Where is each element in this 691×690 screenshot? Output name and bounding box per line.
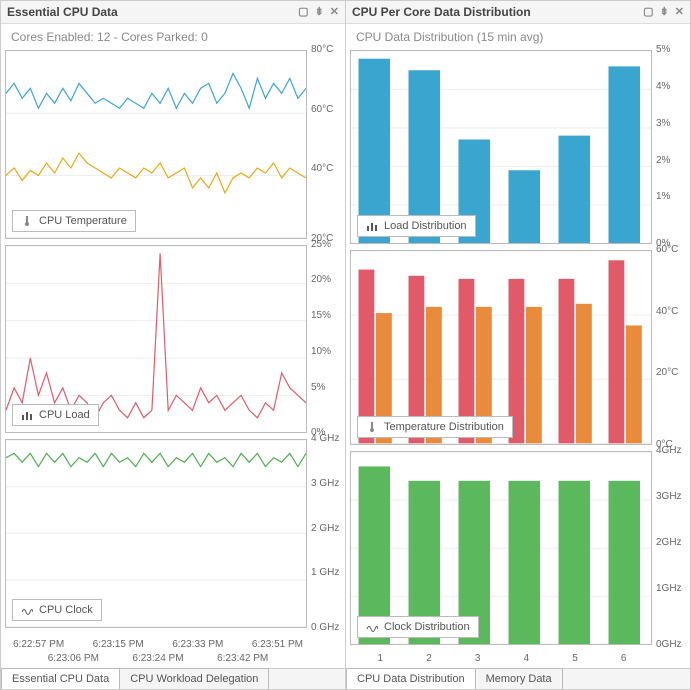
x-tick: 6: [599, 653, 648, 664]
x-tick: 4: [502, 653, 551, 664]
clock-legend-label: CPU Clock: [39, 604, 93, 616]
temp-yaxis: 80°C60°C40°C20°C: [307, 50, 341, 239]
maximize-icon[interactable]: ▢: [643, 7, 653, 18]
right-charts: Load Distribution 5%4%3%2%1%0% Temperatu…: [346, 46, 690, 668]
y-tick: 2 GHz: [311, 524, 341, 534]
bars-icon: [366, 220, 378, 232]
panel-header-left: Essential CPU Data ▢ ⇟ ✕: [1, 1, 345, 24]
close-icon[interactable]: ✕: [675, 7, 684, 18]
load-dist-legend-label: Load Distribution: [384, 220, 467, 232]
temp-dist-yaxis: 60°C40°C20°C0°C: [652, 250, 686, 444]
load-chart: CPU Load: [5, 245, 307, 434]
y-tick: 20%: [311, 275, 341, 285]
temp-chart: CPU Temperature: [5, 50, 307, 239]
y-tick: 0 GHz: [311, 623, 341, 633]
clock-yaxis: 4 GHz3 GHz2 GHz1 GHz0 GHz: [307, 439, 341, 628]
thermometer-icon: [21, 215, 33, 227]
temp-dist-legend: Temperature Distribution: [357, 416, 513, 438]
y-tick: 2%: [656, 156, 686, 166]
x-tick: 6:22:57 PM: [13, 638, 64, 652]
maximize-icon[interactable]: ▢: [298, 7, 308, 18]
y-tick: 80°C: [311, 45, 341, 55]
y-tick: 4%: [656, 82, 686, 92]
y-tick: 1 GHz: [311, 568, 341, 578]
clock-dist-yaxis: 4GHz3GHz2GHz1GHz0GHz: [652, 451, 686, 645]
y-tick: 3GHz: [656, 492, 686, 502]
panel-header-right: CPU Per Core Data Distribution ▢ ⇟ ✕: [346, 1, 690, 24]
temp-dist-row: Temperature Distribution 60°C40°C20°C0°C: [350, 250, 686, 444]
close-icon[interactable]: ✕: [330, 7, 339, 18]
load-yaxis: 25%20%15%10%5%0%: [307, 245, 341, 434]
temp-dist-chart: Temperature Distribution: [350, 250, 652, 444]
left-xaxis: 6:22:57 PM 6:23:15 PM 6:23:33 PM 6:23:51 PM…: [5, 634, 341, 668]
load-chart-row: CPU Load 25%20%15%10%5%0%: [5, 245, 341, 434]
x-tick: 6:23:06 PM: [48, 652, 99, 666]
tab-cpu-distribution[interactable]: CPU Data Distribution: [346, 668, 476, 689]
temp-dist-legend-label: Temperature Distribution: [384, 421, 504, 433]
y-tick: 5%: [656, 45, 686, 55]
y-tick: 40°C: [311, 164, 341, 174]
y-tick: 60°C: [656, 245, 686, 255]
temp-legend-label: CPU Temperature: [39, 215, 127, 227]
panel-title-right: CPU Per Core Data Distribution: [352, 5, 643, 19]
left-tabs: Essential CPU Data CPU Workload Delegati…: [1, 668, 345, 689]
temp-chart-row: CPU Temperature 80°C60°C40°C20°C: [5, 50, 341, 239]
y-tick: 25%: [311, 240, 341, 250]
x-tick: 1: [356, 653, 405, 664]
panel-subtitle-left: Cores Enabled: 12 - Cores Parked: 0: [1, 24, 345, 46]
wave-icon: [21, 604, 33, 616]
x-tick: 6:23:33 PM: [172, 638, 223, 652]
per-core-panel: CPU Per Core Data Distribution ▢ ⇟ ✕ CPU…: [346, 0, 691, 690]
bars-icon: [21, 409, 33, 421]
load-dist-yaxis: 5%4%3%2%1%0%: [652, 50, 686, 244]
load-dist-row: Load Distribution 5%4%3%2%1%0%: [350, 50, 686, 244]
x-tick: 6:23:51 PM: [252, 638, 303, 652]
y-tick: 5%: [311, 383, 341, 393]
load-legend: CPU Load: [12, 404, 99, 426]
tab-workload-delegation[interactable]: CPU Workload Delegation: [120, 668, 269, 689]
y-tick: 10%: [311, 347, 341, 357]
x-tick: 6:23:15 PM: [93, 638, 144, 652]
essential-cpu-panel: Essential CPU Data ▢ ⇟ ✕ Cores Enabled: …: [0, 0, 346, 690]
temp-legend: CPU Temperature: [12, 210, 136, 232]
y-tick: 1GHz: [656, 584, 686, 594]
clock-dist-legend-label: Clock Distribution: [384, 621, 470, 633]
clock-dist-chart: Clock Distribution: [350, 451, 652, 645]
y-tick: 3%: [656, 119, 686, 129]
wave-icon: [366, 621, 378, 633]
panel-subtitle-right: CPU Data Distribution (15 min avg): [346, 24, 690, 46]
x-tick: 6:23:42 PM: [217, 652, 268, 666]
x-tick: 3: [453, 653, 502, 664]
tab-memory-data[interactable]: Memory Data: [476, 668, 563, 689]
x-tick: 6:23:24 PM: [132, 652, 183, 666]
y-tick: 20°C: [656, 368, 686, 378]
x-tick: 5: [551, 653, 600, 664]
load-dist-legend: Load Distribution: [357, 215, 476, 237]
clock-chart: CPU Clock: [5, 439, 307, 628]
y-tick: 0GHz: [656, 640, 686, 650]
pin-icon[interactable]: ⇟: [315, 7, 324, 18]
y-tick: 4GHz: [656, 446, 686, 456]
load-legend-label: CPU Load: [39, 409, 90, 421]
left-charts: CPU Temperature 80°C60°C40°C20°C CPU Loa…: [1, 46, 345, 668]
y-tick: 60°C: [311, 105, 341, 115]
x-tick: 2: [405, 653, 454, 664]
right-xaxis: 123456: [350, 651, 686, 668]
clock-dist-legend: Clock Distribution: [357, 616, 479, 638]
y-tick: 3 GHz: [311, 479, 341, 489]
y-tick: 15%: [311, 311, 341, 321]
y-tick: 1%: [656, 192, 686, 202]
y-tick: 4 GHz: [311, 434, 341, 444]
thermometer-icon: [366, 421, 378, 433]
clock-chart-row: CPU Clock 4 GHz3 GHz2 GHz1 GHz0 GHz: [5, 439, 341, 628]
load-dist-chart: Load Distribution: [350, 50, 652, 244]
panel-title-left: Essential CPU Data: [7, 5, 298, 19]
right-tabs: CPU Data Distribution Memory Data: [346, 668, 690, 689]
y-tick: 40°C: [656, 307, 686, 317]
clock-dist-row: Clock Distribution 4GHz3GHz2GHz1GHz0GHz: [350, 451, 686, 645]
tab-essential-cpu[interactable]: Essential CPU Data: [1, 668, 120, 689]
y-tick: 2GHz: [656, 538, 686, 548]
pin-icon[interactable]: ⇟: [660, 7, 669, 18]
clock-legend: CPU Clock: [12, 599, 102, 621]
